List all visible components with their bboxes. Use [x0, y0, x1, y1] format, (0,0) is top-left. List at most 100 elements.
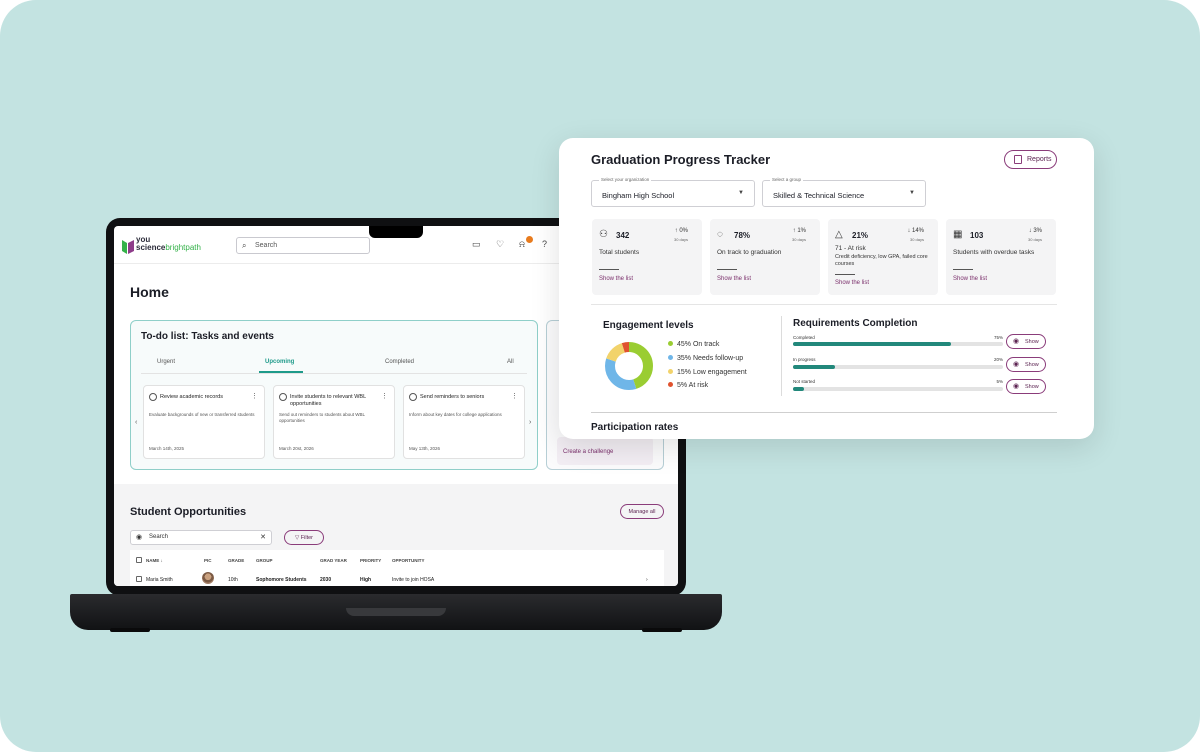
page-title: Home [130, 284, 169, 300]
tab-divider [141, 373, 527, 374]
organization-select[interactable]: Select your organization Bingham High Sc… [591, 177, 755, 207]
tracker-title: Graduation Progress Tracker [591, 152, 771, 167]
task-description: Evaluate backgrounds of new or transferr… [149, 412, 255, 417]
group-select-value: Skilled & Technical Science [773, 191, 865, 200]
laptop-foot-right [642, 628, 682, 632]
clear-icon[interactable]: ✕ [260, 534, 266, 541]
cell-name[interactable]: Maria Smith [146, 577, 173, 583]
heart-icon[interactable]: ♡ [496, 239, 505, 249]
requirement-percent: 20% [993, 357, 1003, 362]
column-header: PRIORITY [360, 558, 382, 563]
reports-button[interactable]: Reports [1004, 150, 1057, 169]
stat-divider [835, 274, 855, 275]
show-button[interactable]: ◉ Show [1006, 334, 1046, 349]
tab-completed[interactable]: Completed [385, 359, 415, 365]
challenge-cta-area [557, 437, 653, 465]
section-divider [591, 304, 1057, 305]
requirement-progress-fill [793, 365, 835, 369]
show-list-link[interactable]: Show the list [835, 280, 870, 286]
task-card[interactable]: Invite students to relevant WBL opportun… [273, 385, 395, 459]
opportunities-table: NAME ↓ PIC GRADE GROUP GRAD YEAR PRIORIT… [130, 550, 664, 586]
task-description: Send out reminders to students about WBL… [279, 412, 365, 423]
engagement-donut-chart [605, 342, 653, 390]
logo-wordmark: you sciencebrightpath [136, 235, 201, 252]
eye-icon: ◉ [1013, 361, 1020, 368]
requirement-progress-fill [793, 387, 804, 391]
group-select-label: Select a group [770, 177, 804, 182]
filter-icon: ▽ [295, 535, 301, 541]
stat-value: 21% [852, 231, 869, 240]
chevron-right-icon[interactable]: › [529, 419, 532, 426]
filter-button[interactable]: ▽ Filter [284, 530, 324, 545]
task-title: Send reminders to seniors [420, 394, 485, 400]
help-icon[interactable]: ? [542, 239, 548, 249]
show-list-link[interactable]: Show the list [953, 276, 988, 282]
camera-notch [369, 226, 423, 238]
show-button[interactable]: ◉ Show [1006, 357, 1046, 372]
task-checkbox[interactable] [149, 393, 157, 401]
select-all-checkbox[interactable] [136, 557, 142, 563]
stat-divider [717, 269, 737, 270]
tab-upcoming[interactable]: Upcoming [265, 359, 295, 365]
stat-card-at-risk: △ 21% ↓ 14% 30 days 71 - At risk Credit … [828, 219, 938, 295]
show-list-link[interactable]: Show the list [599, 276, 634, 282]
column-header[interactable]: NAME ↓ [146, 558, 163, 563]
more-icon[interactable]: ⋮ [511, 393, 518, 400]
stat-value: 78% [734, 231, 751, 240]
stat-label: Total students [599, 249, 640, 256]
task-date: March 20st, 2026 [279, 446, 314, 451]
todo-title: To-do list: Tasks and events [141, 331, 274, 342]
stat-change: ↓ 14% [907, 228, 924, 234]
global-search-input[interactable]: ⌕ Search [236, 237, 370, 254]
task-date: May 13th, 2026 [409, 446, 441, 451]
task-checkbox[interactable] [409, 393, 417, 401]
create-challenge-link[interactable]: Create a challenge [563, 449, 614, 455]
stat-period: 30 days [791, 237, 806, 242]
task-description: Inform about key dates for college appli… [409, 412, 502, 417]
chevron-left-icon[interactable]: ‹ [135, 419, 138, 426]
report-icon [1014, 155, 1022, 164]
chat-icon[interactable]: ▭ [472, 239, 481, 249]
cell-group: Sophomore Students [256, 577, 307, 583]
manage-all-button[interactable]: Manage all [620, 504, 664, 519]
requirement-percent: 5% [996, 379, 1003, 384]
chevron-right-icon[interactable]: › [646, 577, 648, 583]
group-select[interactable]: Select a group Skilled & Technical Scien… [762, 177, 926, 207]
task-card[interactable]: Review academic records ⋮ Evaluate backg… [143, 385, 265, 459]
tab-urgent[interactable]: Urgent [157, 359, 176, 365]
bell-icon[interactable]: ⍾ [519, 239, 525, 249]
task-card[interactable]: Send reminders to seniors ⋮ Inform about… [403, 385, 525, 459]
stat-change: ↓ 3% [1028, 228, 1042, 234]
cell-opportunity: Invite to join HOSA [392, 577, 435, 583]
opportunities-search-input[interactable]: ◉ Search ✕ [130, 530, 272, 545]
todo-card: To-do list: Tasks and events Urgent Upco… [130, 320, 538, 470]
laptop-foot-left [110, 628, 150, 632]
opportunities-title: Student Opportunities [130, 506, 247, 518]
more-icon[interactable]: ⋮ [251, 393, 258, 400]
cell-grade: 10th [228, 577, 238, 583]
requirement-progress-fill [793, 342, 951, 346]
tab-all[interactable]: All [507, 359, 514, 365]
requirement-label: Not started [793, 379, 816, 384]
stat-label: 71 - At risk [835, 245, 866, 252]
task-date: March 14th, 2025 [149, 446, 185, 451]
eye-icon: ◉ [136, 534, 143, 541]
stat-period: 30 days [673, 237, 688, 242]
graduation-tracker-panel: Graduation Progress Tracker Reports Sele… [559, 138, 1094, 439]
stat-card-overdue: ▦ 103 ↓ 3% 30 days Students with overdue… [946, 219, 1056, 295]
show-button[interactable]: ◉ Show [1006, 379, 1046, 394]
legend-dot [668, 341, 673, 346]
more-icon[interactable]: ⋮ [381, 393, 388, 400]
calendar-icon: ▦ [953, 229, 963, 240]
logo-icon [122, 240, 134, 254]
column-header: OPPORTUNITY [392, 558, 425, 563]
stat-value: 342 [616, 231, 630, 240]
task-checkbox[interactable] [279, 393, 287, 401]
participation-title: Participation rates [591, 422, 679, 433]
show-list-link[interactable]: Show the list [717, 276, 752, 282]
cell-priority: High [360, 577, 372, 583]
row-checkbox[interactable] [136, 576, 142, 582]
requirement-progress-bar [793, 365, 1003, 369]
caret-down-icon: ▼ [738, 190, 744, 196]
stat-label: On track to graduation [717, 249, 782, 256]
